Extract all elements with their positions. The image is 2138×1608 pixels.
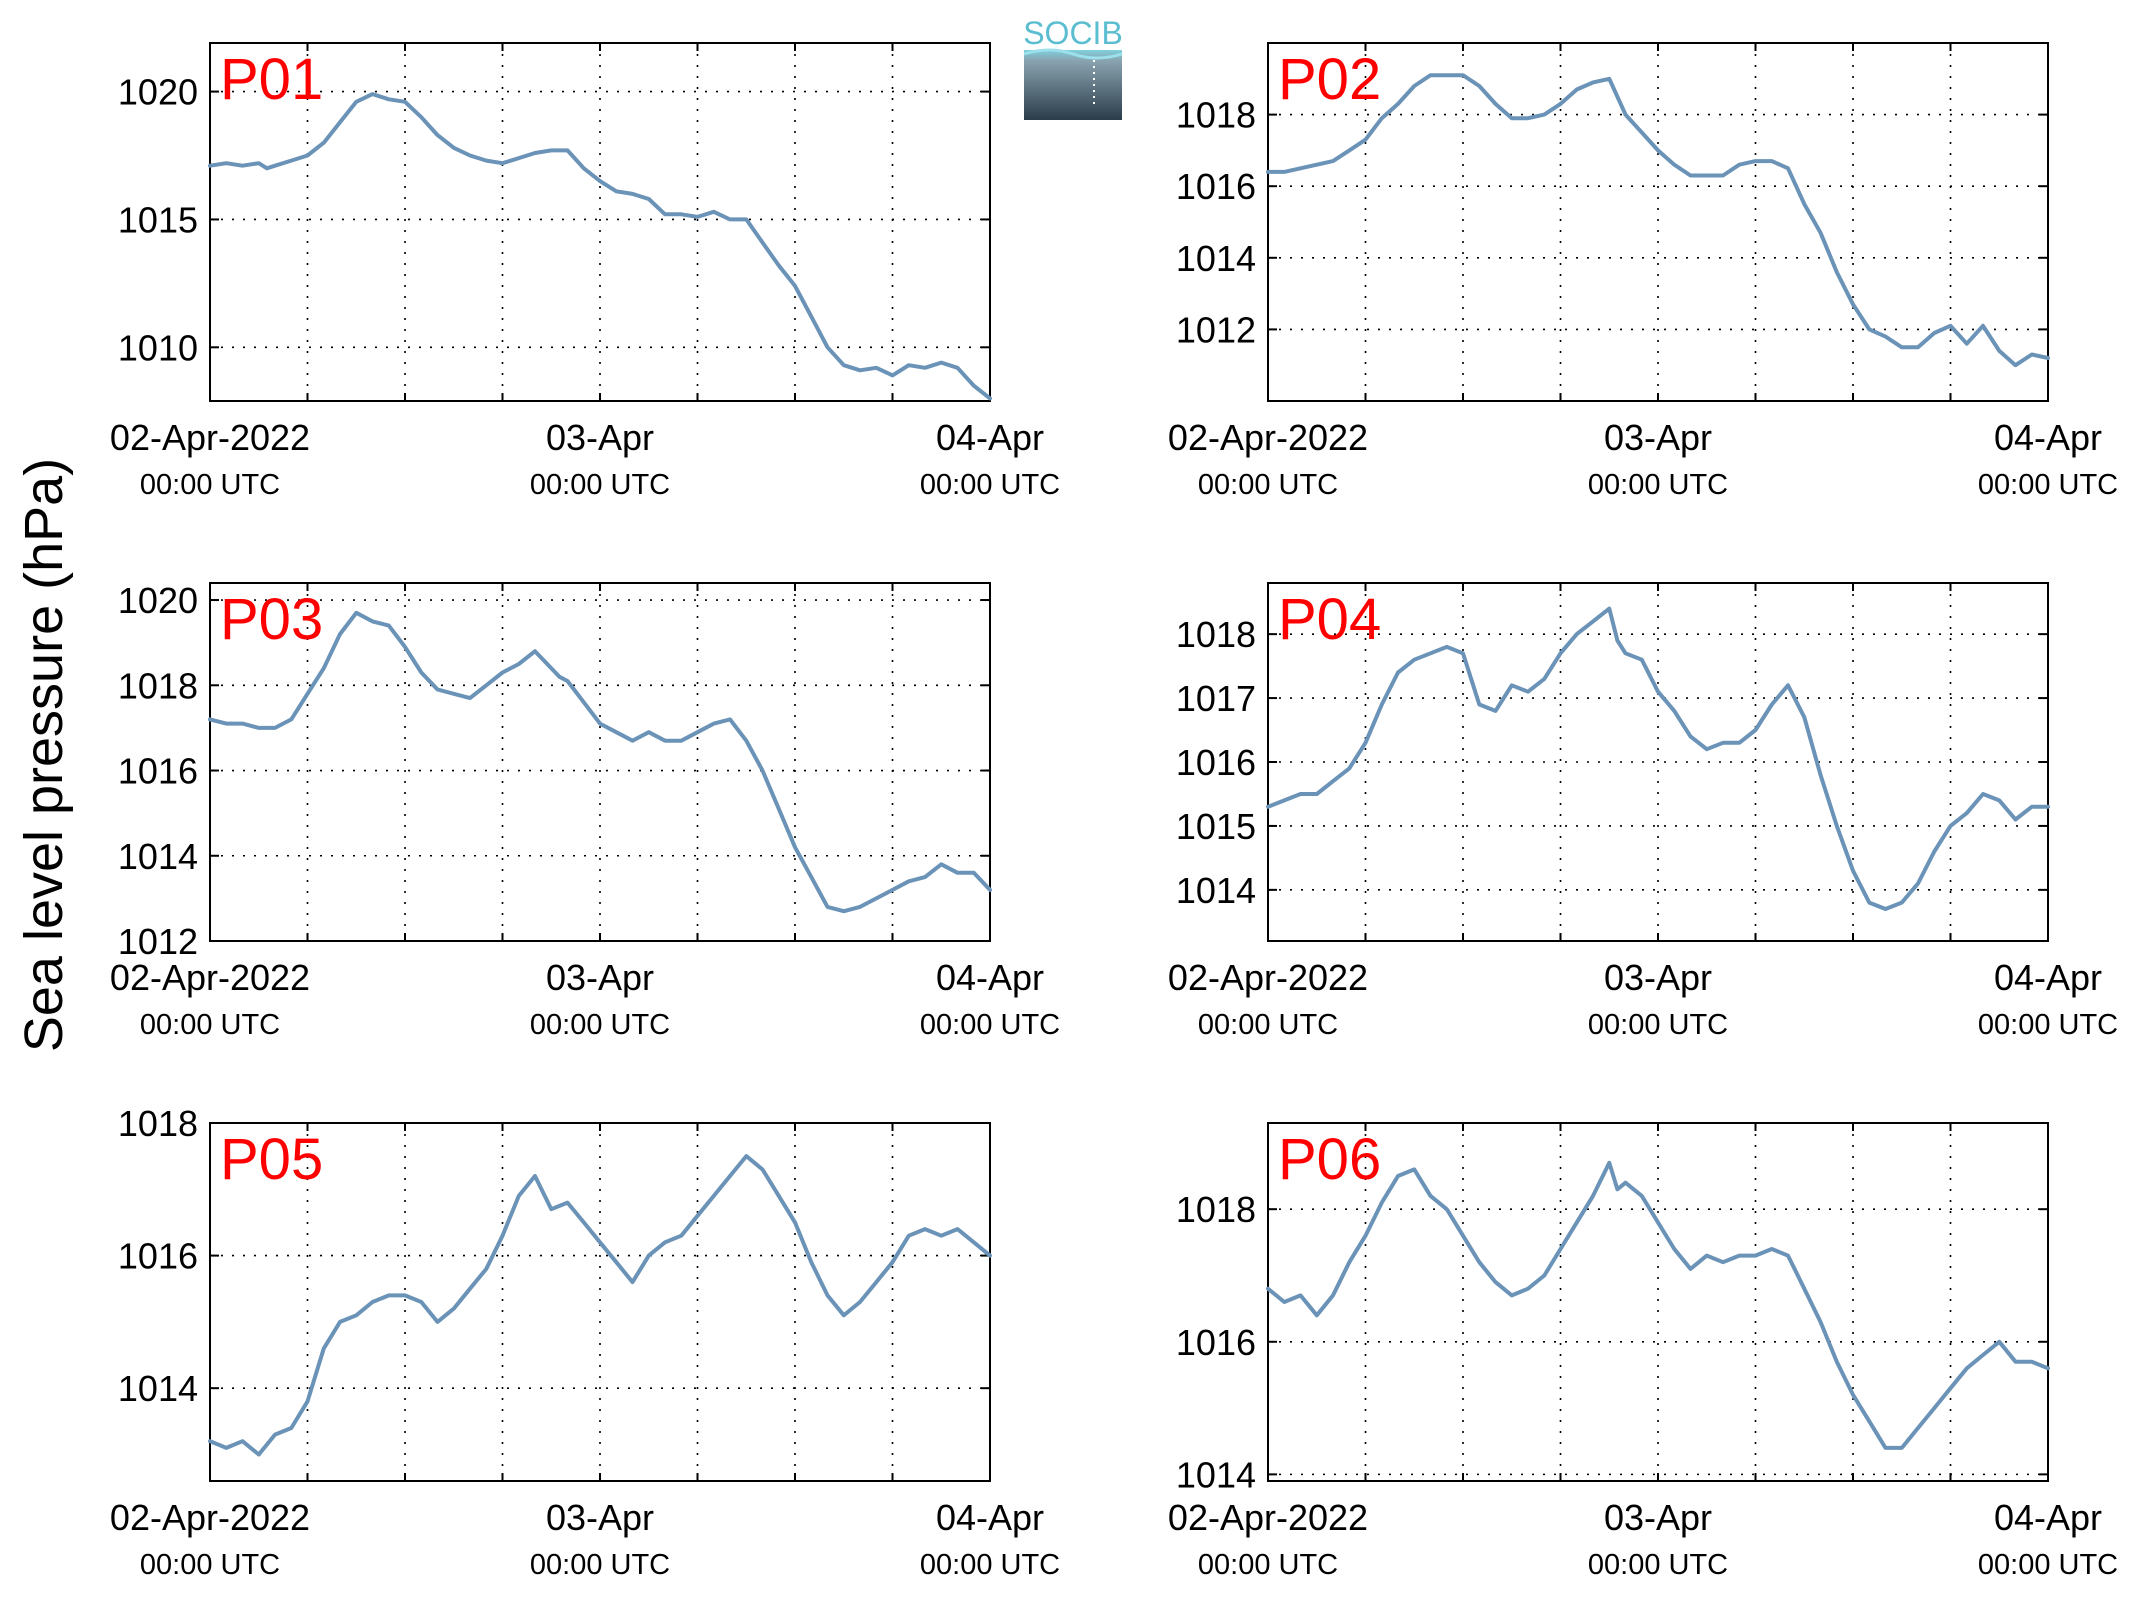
- y-tick-label: 1020: [118, 72, 198, 113]
- x-tick-sublabel: 00:00 UTC: [140, 1009, 280, 1041]
- x-tick-label: 04-Apr: [936, 417, 1044, 458]
- y-tick-label: 1018: [1176, 95, 1256, 136]
- x-tick-label: 03-Apr: [1604, 957, 1712, 998]
- logo-wordmark: SOCIB: [1023, 15, 1123, 51]
- y-tick-label: 1014: [1176, 238, 1256, 279]
- y-tick-label: 1016: [118, 751, 198, 792]
- y-tick-label: 1016: [118, 1236, 198, 1277]
- x-tick-label: 02-Apr-2022: [110, 1497, 310, 1538]
- panel-label: P03: [220, 587, 323, 652]
- y-tick-label: 1015: [118, 199, 198, 240]
- socib-logo: SOCIB: [1023, 15, 1123, 120]
- panel-p02: 02-Apr-2022 00:00 UTC 03-Apr 00:00 UTC 04-Ap…: [1168, 42, 2118, 501]
- x-tick-sublabel: 00:00 UTC: [1978, 1549, 2118, 1581]
- x-tick-sublabel: 00:00 UTC: [1978, 1009, 2118, 1041]
- series-line-p02: [1266, 73, 2050, 368]
- y-tick-label: 1018: [1176, 614, 1256, 655]
- y-tick-label: 1015: [1176, 806, 1256, 847]
- panel-p01: 02-Apr-2022 00:00 UTC 03-Apr 00:00 UTC 04-Ap…: [110, 42, 1060, 501]
- x-tick-label: 02-Apr-2022: [110, 957, 310, 998]
- y-tick-label: 1016: [1176, 166, 1256, 207]
- x-tick-sublabel: 00:00 UTC: [1198, 469, 1338, 501]
- x-tick-sublabel: 00:00 UTC: [1198, 1009, 1338, 1041]
- x-tick-label: 04-Apr: [1994, 1497, 2102, 1538]
- panel-label: P04: [1278, 587, 1381, 652]
- x-tick-label: 02-Apr-2022: [1168, 957, 1368, 998]
- x-tick-sublabel: 00:00 UTC: [530, 1009, 670, 1041]
- x-tick-label: 04-Apr: [1994, 417, 2102, 458]
- x-tick-label: 03-Apr: [1604, 417, 1712, 458]
- series-line-p05: [208, 1154, 992, 1457]
- series-line-p03: [208, 610, 992, 914]
- panel-p05: 02-Apr-2022 00:00 UTC 03-Apr 00:00 UTC 04-Ap…: [110, 1103, 1060, 1581]
- y-tick-label: 1010: [118, 327, 198, 368]
- y-tick-label: 1014: [118, 836, 198, 877]
- x-tick-sublabel: 00:00 UTC: [1588, 469, 1728, 501]
- panel-label: P01: [220, 47, 323, 112]
- x-tick-sublabel: 00:00 UTC: [1588, 1009, 1728, 1041]
- x-tick-sublabel: 00:00 UTC: [1588, 1549, 1728, 1581]
- y-tick-label: 1018: [118, 1103, 198, 1144]
- series-line-p04: [1266, 606, 2050, 911]
- x-tick-label: 04-Apr: [936, 957, 1044, 998]
- y-tick-label: 1012: [118, 921, 198, 962]
- x-tick-label: 04-Apr: [1994, 957, 2102, 998]
- x-tick-sublabel: 00:00 UTC: [530, 1549, 670, 1581]
- y-tick-label: 1014: [1176, 1454, 1256, 1495]
- x-tick-sublabel: 00:00 UTC: [1198, 1549, 1338, 1581]
- x-tick-sublabel: 00:00 UTC: [140, 1549, 280, 1581]
- x-tick-label: 02-Apr-2022: [1168, 417, 1368, 458]
- y-tick-label: 1014: [1176, 870, 1256, 911]
- panel-p04: 02-Apr-2022 00:00 UTC 03-Apr 00:00 UTC 04-Ap…: [1168, 582, 2118, 1041]
- panel-label: P02: [1278, 47, 1381, 112]
- x-tick-label: 03-Apr: [546, 957, 654, 998]
- series-line-p06: [1266, 1160, 2050, 1450]
- y-axis-label: Sea level pressure (hPa): [14, 458, 74, 1052]
- x-tick-sublabel: 00:00 UTC: [920, 1009, 1060, 1041]
- x-tick-label: 02-Apr-2022: [1168, 1497, 1368, 1538]
- x-tick-label: 03-Apr: [546, 1497, 654, 1538]
- x-tick-sublabel: 00:00 UTC: [140, 469, 280, 501]
- panel-label: P05: [220, 1127, 323, 1192]
- y-tick-label: 1012: [1176, 309, 1256, 350]
- y-tick-label: 1020: [118, 580, 198, 621]
- x-tick-sublabel: 00:00 UTC: [920, 469, 1060, 501]
- panel-label: P06: [1278, 1127, 1381, 1192]
- y-tick-label: 1016: [1176, 1322, 1256, 1363]
- panel-p03: 02-Apr-2022 00:00 UTC 03-Apr 00:00 UTC 04-Ap…: [110, 580, 1060, 1041]
- x-tick-label: 02-Apr-2022: [110, 417, 310, 458]
- x-tick-sublabel: 00:00 UTC: [530, 469, 670, 501]
- x-tick-sublabel: 00:00 UTC: [920, 1549, 1060, 1581]
- panel-p06: 02-Apr-2022 00:00 UTC 03-Apr 00:00 UTC 04-Ap…: [1168, 1122, 2118, 1581]
- x-tick-label: 03-Apr: [546, 417, 654, 458]
- series-line-p01: [208, 92, 992, 401]
- logo-block: [1024, 50, 1122, 120]
- y-tick-label: 1018: [118, 665, 198, 706]
- x-tick-label: 04-Apr: [936, 1497, 1044, 1538]
- y-tick-label: 1018: [1176, 1189, 1256, 1230]
- x-tick-label: 03-Apr: [1604, 1497, 1712, 1538]
- y-tick-label: 1016: [1176, 742, 1256, 783]
- x-tick-sublabel: 00:00 UTC: [1978, 469, 2118, 501]
- y-tick-label: 1014: [118, 1368, 198, 1409]
- y-tick-label: 1017: [1176, 678, 1256, 719]
